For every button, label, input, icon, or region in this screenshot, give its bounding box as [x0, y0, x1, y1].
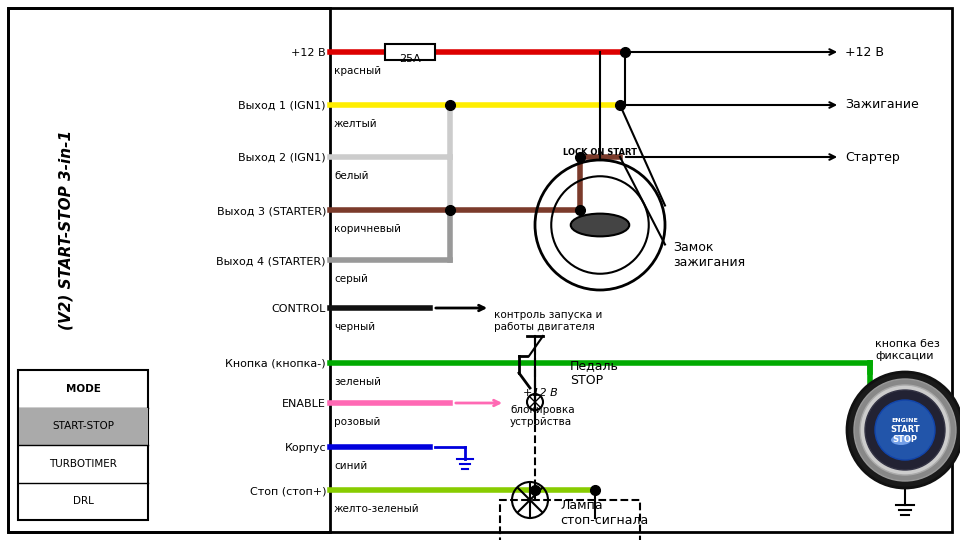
Bar	[18, 408, 148, 444]
Text: (V2) START-STOP 3-in-1: (V2) START-STOP 3-in-1	[59, 130, 74, 330]
Text: красный: красный	[334, 66, 381, 76]
Text: желтый: желтый	[334, 119, 377, 129]
Text: START-STOP: START-STOP	[52, 421, 114, 431]
Text: Стоп (стоп+): Стоп (стоп+)	[250, 486, 326, 496]
Text: Стартер: Стартер	[845, 151, 900, 164]
Text: Педаль
STOP: Педаль STOP	[570, 359, 619, 387]
Circle shape	[875, 400, 935, 460]
Circle shape	[854, 379, 956, 481]
Text: START: START	[890, 424, 920, 434]
Text: DRL: DRL	[73, 496, 93, 507]
Bar	[8, 8, 330, 532]
Text: белый: белый	[334, 171, 369, 181]
Ellipse shape	[571, 214, 629, 237]
Text: STOP: STOP	[893, 435, 918, 443]
Text: ENGINE: ENGINE	[892, 417, 919, 422]
Text: Замок
зажигания: Замок зажигания	[673, 241, 745, 269]
Text: +12 В: +12 В	[292, 48, 326, 58]
Text: LOCK ON START: LOCK ON START	[563, 148, 637, 157]
Text: MODE: MODE	[65, 384, 101, 394]
Text: зеленый: зеленый	[334, 377, 381, 387]
Text: +12 В: +12 В	[845, 45, 884, 58]
Text: Выход 3 (STARTER): Выход 3 (STARTER)	[217, 206, 326, 216]
Ellipse shape	[891, 435, 911, 445]
Text: контроль запуска и
работы двигателя: контроль запуска и работы двигателя	[494, 310, 602, 332]
Text: Зажигание: Зажигание	[845, 98, 919, 111]
Text: Корпус: Корпус	[284, 443, 326, 453]
Text: TURBOTIMER: TURBOTIMER	[49, 459, 117, 469]
Text: Выход 2 (IGN1): Выход 2 (IGN1)	[238, 153, 326, 163]
Text: черный: черный	[334, 322, 375, 332]
Circle shape	[860, 385, 950, 475]
Text: Выход 4 (STARTER): Выход 4 (STARTER)	[217, 256, 326, 266]
Text: синий: синий	[334, 461, 368, 471]
Text: блокировка
устройства: блокировка устройства	[510, 405, 575, 427]
Bar	[500, 500, 640, 540]
Bar	[18, 370, 148, 520]
Bar	[385, 44, 435, 60]
Text: CONTROL: CONTROL	[272, 304, 326, 314]
Circle shape	[847, 372, 960, 488]
Text: Выход 1 (IGN1): Выход 1 (IGN1)	[238, 101, 326, 111]
Text: серый: серый	[334, 274, 368, 284]
Text: коричневый: коричневый	[334, 224, 401, 234]
Text: Кнопка (кнопка-): Кнопка (кнопка-)	[226, 359, 326, 369]
Text: кнопка без
фиксации: кнопка без фиксации	[875, 339, 940, 361]
Text: 25A: 25A	[399, 54, 420, 64]
Text: желто-зеленый: желто-зеленый	[334, 504, 420, 514]
Text: +12 В: +12 В	[522, 388, 558, 398]
Text: ENABLE: ENABLE	[282, 399, 326, 409]
Text: розовый: розовый	[334, 417, 380, 427]
Text: Лампа
стоп-сигнала: Лампа стоп-сигнала	[560, 499, 648, 527]
Circle shape	[865, 390, 945, 470]
